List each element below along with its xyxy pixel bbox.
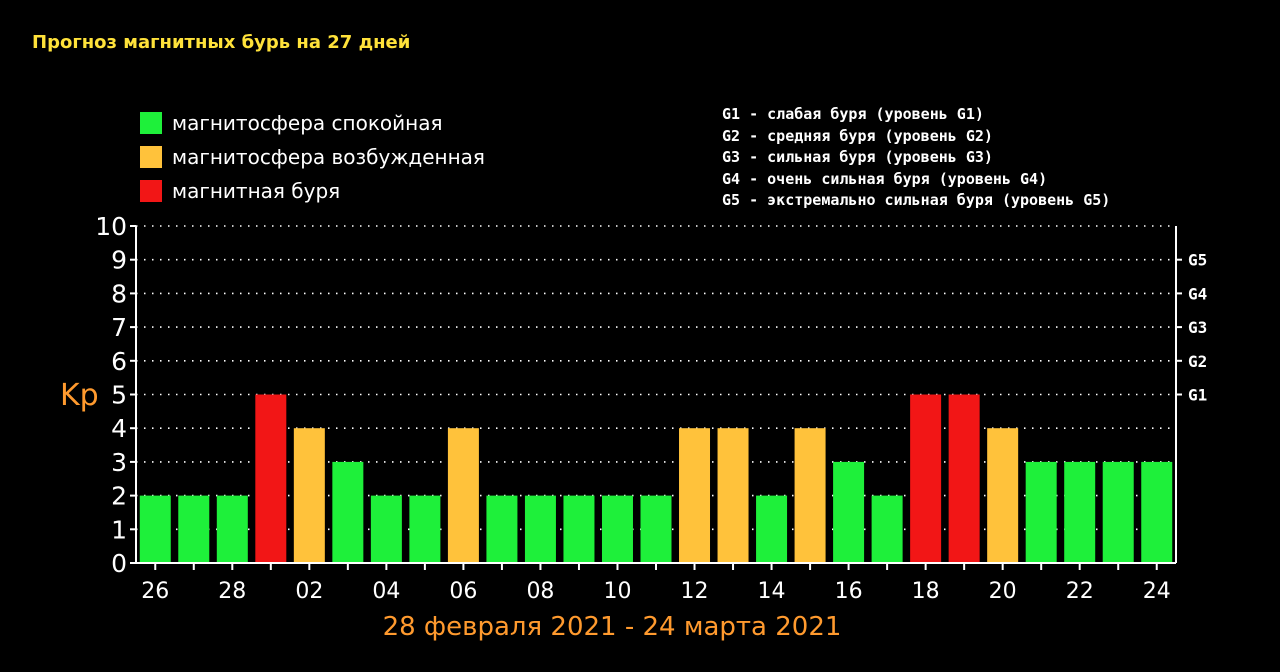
period-text: 28 февраля 2021 - 24 марта 2021: [382, 612, 842, 642]
bar: [756, 495, 788, 563]
x-tick-label: 08: [526, 579, 554, 604]
legend-swatch-quiet: [140, 112, 162, 134]
y-tick-label: 9: [111, 246, 127, 275]
bar: [332, 461, 364, 563]
legend-item-excited: магнитосфера возбужденная: [140, 140, 485, 174]
period-label: 28 февраля 2021 - 24 марта 2021: [0, 612, 1280, 642]
bar: [910, 394, 942, 563]
x-tick-label: 18: [912, 579, 940, 604]
legend-item-storm: магнитная буря: [140, 174, 485, 208]
x-tick-label: 02: [295, 579, 323, 604]
right-axis-label: G4: [1188, 284, 1207, 303]
bar: [486, 495, 518, 563]
chart-title: Прогноз магнитных бурь на 27 дней: [32, 32, 411, 53]
bar: [563, 495, 595, 563]
bar: [717, 428, 749, 563]
x-tick-label: 06: [449, 579, 477, 604]
x-tick-label: 24: [1143, 579, 1171, 604]
bar: [370, 495, 402, 563]
legend-item-quiet: магнитосфера спокойная: [140, 106, 485, 140]
y-tick-label: 5: [111, 381, 127, 410]
bar: [871, 495, 903, 563]
right-axis-label: G1: [1188, 386, 1207, 405]
bar: [1064, 461, 1096, 563]
bar: [139, 495, 171, 563]
bar: [794, 428, 826, 563]
right-axis-label: G2: [1188, 352, 1207, 371]
legend-label-excited: магнитосфера возбужденная: [172, 145, 485, 169]
legend-swatch-excited: [140, 146, 162, 168]
color-legend: магнитосфера спокойная магнитосфера возб…: [140, 106, 485, 208]
bar: [1141, 461, 1173, 563]
y-tick-label: 3: [111, 448, 127, 477]
right-axis-label: G5: [1188, 251, 1207, 270]
right-axis-label: G3: [1188, 318, 1207, 337]
x-tick-label: 16: [835, 579, 863, 604]
y-tick-label: 0: [111, 549, 127, 578]
x-tick-label: 22: [1066, 579, 1094, 604]
bar: [601, 495, 633, 563]
y-tick-label: 7: [111, 313, 127, 342]
bar: [948, 394, 980, 563]
legend-swatch-storm: [140, 180, 162, 202]
y-tick-label: 10: [95, 212, 127, 241]
storm-level-g4: G4 - очень сильная буря (уровень G4): [722, 169, 1048, 188]
legend-label-storm: магнитная буря: [172, 179, 341, 203]
y-tick-label: 6: [111, 347, 127, 376]
bar: [1102, 461, 1134, 563]
storm-level-g5: G5 - экстремально сильная буря (уровень …: [722, 191, 1111, 209]
bar: [255, 394, 287, 563]
storm-level-g2: G2 - средняя буря (уровень G2): [722, 126, 993, 145]
bar: [833, 461, 865, 563]
bar: [409, 495, 441, 563]
y-axis-label: Kp: [60, 378, 99, 413]
x-tick-label: 28: [218, 579, 246, 604]
x-tick-label: 26: [141, 579, 169, 604]
y-tick-label: 1: [111, 515, 127, 544]
bar: [293, 428, 325, 563]
bar: [987, 428, 1019, 563]
storm-level-g3: G3 - сильная буря (уровень G3): [722, 148, 993, 166]
x-tick-label: 10: [603, 579, 631, 604]
y-tick-label: 2: [111, 482, 127, 511]
storm-level-legend: G1 - слабая буря (уровень G1) G2 - средн…: [722, 104, 1110, 212]
y-tick-label: 8: [111, 279, 127, 308]
bar: [178, 495, 210, 563]
bar: [447, 428, 479, 563]
y-tick-label: 4: [111, 414, 127, 443]
bar: [216, 495, 248, 563]
x-tick-label: 20: [989, 579, 1017, 604]
bar: [1025, 461, 1057, 563]
bar: [524, 495, 556, 563]
storm-level-g1: G1 - слабая буря (уровень G1): [722, 105, 984, 123]
x-tick-label: 12: [681, 579, 709, 604]
bar: [640, 495, 672, 563]
x-tick-label: 04: [372, 579, 400, 604]
x-tick-label: 14: [758, 579, 786, 604]
legend-label-quiet: магнитосфера спокойная: [172, 111, 443, 135]
bar: [679, 428, 711, 563]
